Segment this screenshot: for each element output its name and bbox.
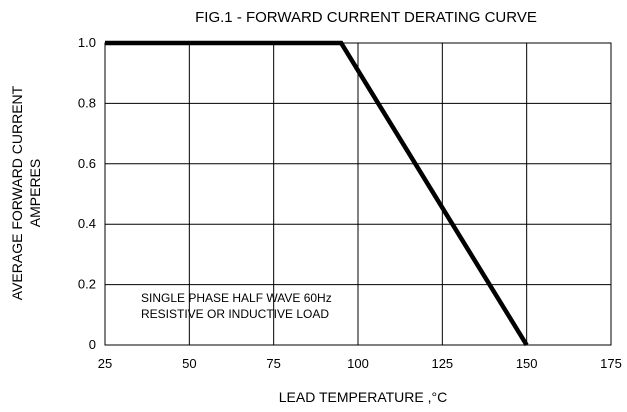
series-group — [105, 40, 529, 347]
annotation-line-2: RESISTIVE OR INDUCTIVE LOAD — [141, 307, 329, 321]
x-tick-label: 150 — [516, 356, 538, 371]
x-tick-label: 175 — [600, 356, 622, 371]
derating-curve-line — [105, 40, 529, 347]
x-tick-label: 125 — [431, 356, 453, 371]
y-tick-label: 0 — [89, 337, 96, 352]
x-tick-label: 25 — [98, 356, 112, 371]
x-tick-label: 100 — [347, 356, 369, 371]
chart-title: FIG.1 - FORWARD CURRENT DERATING CURVE — [195, 9, 537, 26]
plot-frame — [104, 42, 612, 346]
annotation-line-1: SINGLE PHASE HALF WAVE 60Hz — [141, 291, 332, 305]
y-axis-label-line-2: AMPERES — [27, 159, 43, 227]
y-tick-label: 0.8 — [78, 95, 96, 110]
y-tick-labels: 0 0.2 0.4 0.6 0.8 1.0 — [78, 35, 96, 352]
x-tick-labels: 25 50 75 100 125 150 175 — [98, 356, 622, 371]
y-tick-label: 0.2 — [78, 277, 96, 292]
x-axis-label: LEAD TEMPERATURE ,°C — [279, 389, 447, 405]
x-tick-label: 50 — [182, 356, 196, 371]
x-tick-label: 75 — [266, 356, 280, 371]
y-axis-label-line-1: AVERAGE FORWARD CURRENT — [9, 85, 25, 300]
y-tick-label: 0.6 — [78, 156, 96, 171]
y-tick-label: 1.0 — [78, 35, 96, 50]
y-tick-label: 0.4 — [78, 216, 96, 231]
